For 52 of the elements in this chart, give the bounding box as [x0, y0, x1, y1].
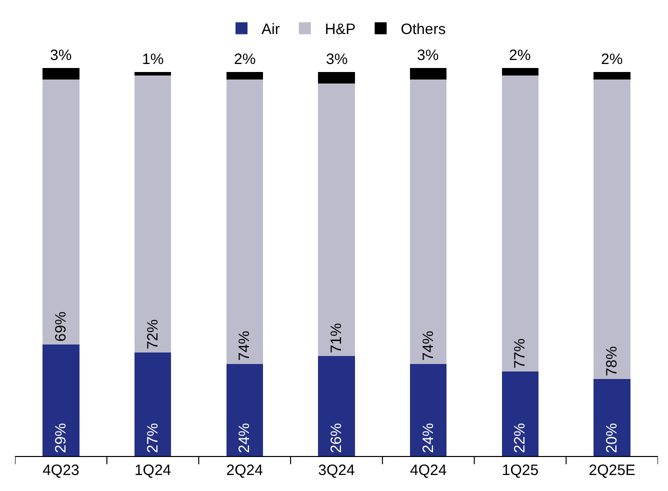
bar	[42, 80, 80, 345]
data-label: 74%	[420, 330, 437, 361]
bar	[594, 80, 630, 380]
legend-label: Others	[400, 21, 446, 38]
bar	[226, 364, 264, 456]
bar	[594, 379, 630, 456]
x-tick-label: 2Q25E	[588, 462, 636, 479]
bar	[502, 68, 539, 76]
data-label: 22%	[512, 422, 529, 453]
data-label: 69%	[52, 312, 70, 342]
x-tick-label: 4Q23	[42, 462, 80, 479]
data-label: 74%	[236, 330, 254, 361]
legend-label: H&P	[324, 21, 356, 38]
bar	[226, 72, 264, 80]
data-label: 3%	[326, 51, 348, 68]
x-tick-label: 4Q24	[410, 462, 447, 479]
bar	[502, 76, 539, 372]
data-label: 29%	[52, 422, 70, 453]
data-label: 3%	[417, 47, 439, 64]
bar	[410, 68, 447, 80]
x-tick-label: 2Q24	[226, 462, 263, 479]
bar	[134, 352, 172, 456]
bar	[410, 364, 447, 456]
bar	[226, 80, 264, 364]
data-label: 77%	[512, 338, 529, 368]
x-tick-label: 1Q25	[502, 462, 539, 479]
data-label: 71%	[328, 323, 345, 354]
legend-label: Air	[262, 21, 280, 38]
bar	[42, 68, 80, 80]
bar	[318, 72, 355, 84]
data-label: 2%	[509, 47, 531, 64]
data-label: 26%	[328, 422, 345, 453]
data-label: 27%	[144, 422, 162, 453]
x-tick-label: 3Q24	[318, 462, 355, 479]
data-label: 1%	[142, 51, 164, 68]
x-tick-label: 1Q24	[134, 462, 172, 479]
data-label: 2%	[601, 51, 623, 68]
bar	[594, 72, 630, 80]
data-label: 2%	[234, 51, 256, 68]
bar	[42, 344, 80, 456]
bar	[134, 72, 172, 76]
bar	[318, 83, 355, 356]
bar	[134, 76, 172, 352]
bar	[502, 371, 539, 456]
bar	[318, 356, 355, 456]
bar	[410, 80, 447, 364]
data-label: 72%	[144, 319, 162, 350]
data-label: 20%	[604, 422, 621, 453]
data-label: 78%	[604, 346, 621, 376]
data-label: 24%	[420, 422, 437, 453]
data-label: 3%	[50, 47, 72, 64]
data-label: 24%	[236, 422, 254, 453]
